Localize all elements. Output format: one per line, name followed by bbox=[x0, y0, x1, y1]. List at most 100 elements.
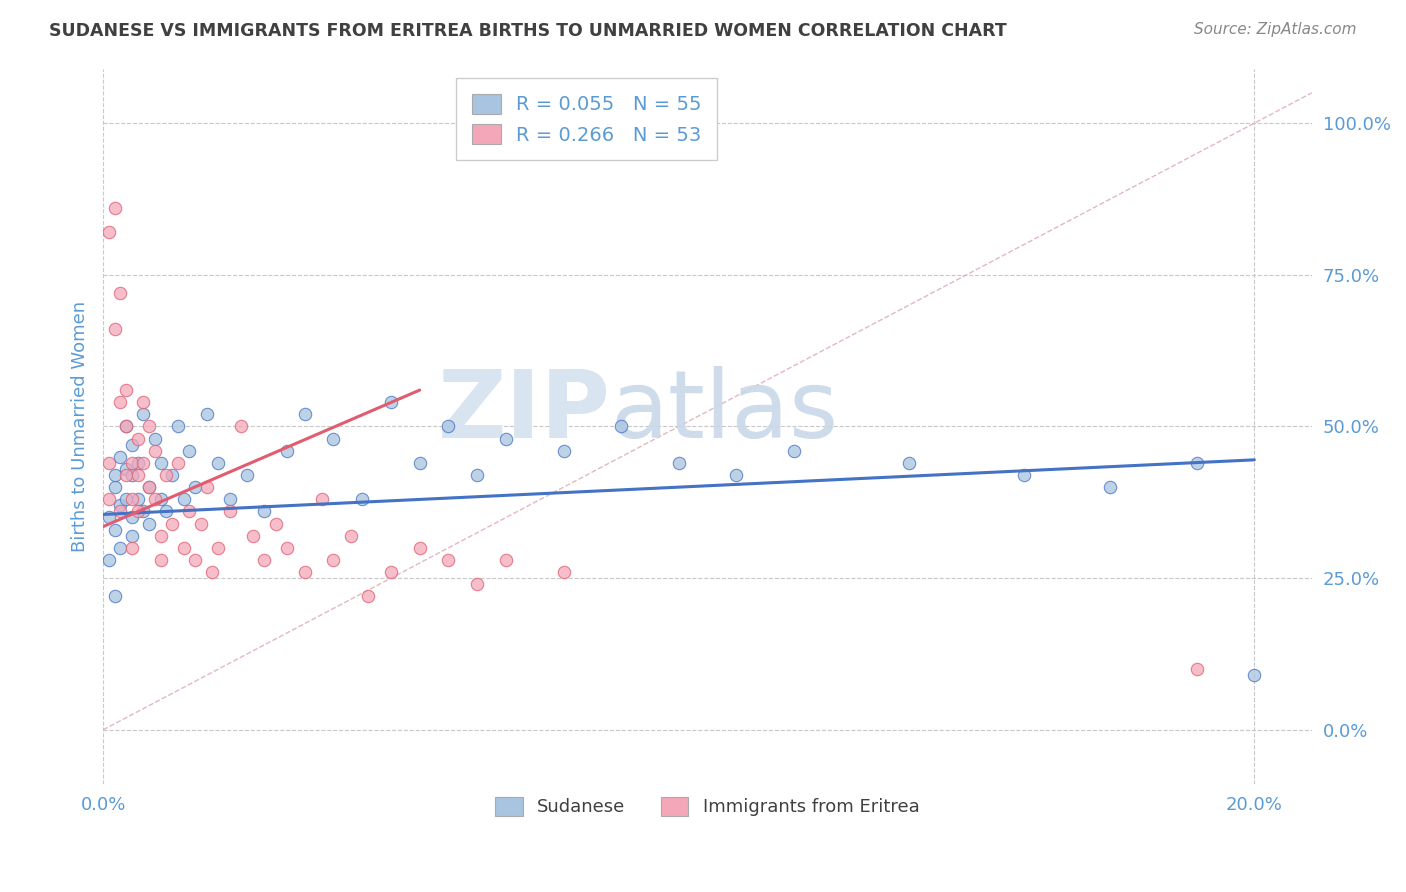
Point bbox=[121, 510, 143, 524]
Point bbox=[201, 565, 224, 579]
Point bbox=[127, 432, 149, 446]
Point bbox=[207, 456, 229, 470]
Point bbox=[127, 504, 149, 518]
Point bbox=[218, 504, 240, 518]
Text: atlas: atlas bbox=[610, 366, 839, 458]
Point bbox=[132, 456, 155, 470]
Point bbox=[264, 516, 287, 531]
Point bbox=[231, 419, 253, 434]
Point bbox=[167, 456, 190, 470]
Point bbox=[115, 462, 138, 476]
Point bbox=[276, 443, 298, 458]
Point bbox=[184, 480, 207, 494]
Point bbox=[143, 443, 166, 458]
Point bbox=[339, 529, 361, 543]
Point bbox=[97, 492, 120, 507]
Point bbox=[149, 529, 172, 543]
Point bbox=[115, 419, 138, 434]
Point bbox=[104, 480, 127, 494]
Point bbox=[437, 419, 460, 434]
Point bbox=[110, 395, 132, 409]
Point bbox=[97, 510, 120, 524]
Point bbox=[132, 504, 155, 518]
Point bbox=[127, 456, 149, 470]
Point bbox=[115, 419, 138, 434]
Point bbox=[184, 553, 207, 567]
Point bbox=[1185, 662, 1208, 676]
Point bbox=[311, 492, 333, 507]
Point bbox=[104, 322, 127, 336]
Point bbox=[352, 492, 374, 507]
Point bbox=[190, 516, 212, 531]
Point bbox=[110, 285, 132, 300]
Legend: Sudanese, Immigrants from Eritrea: Sudanese, Immigrants from Eritrea bbox=[486, 789, 928, 825]
Point bbox=[465, 468, 488, 483]
Point bbox=[167, 419, 190, 434]
Point bbox=[1099, 480, 1122, 494]
Point bbox=[160, 516, 183, 531]
Point bbox=[138, 419, 160, 434]
Point bbox=[143, 432, 166, 446]
Point bbox=[357, 590, 380, 604]
Point bbox=[236, 468, 259, 483]
Point bbox=[495, 432, 517, 446]
Text: Source: ZipAtlas.com: Source: ZipAtlas.com bbox=[1194, 22, 1357, 37]
Point bbox=[121, 456, 143, 470]
Point bbox=[1243, 668, 1265, 682]
Point bbox=[149, 456, 172, 470]
Point bbox=[294, 408, 316, 422]
Point bbox=[143, 492, 166, 507]
Point bbox=[149, 553, 172, 567]
Point bbox=[610, 419, 633, 434]
Point bbox=[121, 529, 143, 543]
Point bbox=[783, 443, 806, 458]
Point bbox=[253, 504, 276, 518]
Text: SUDANESE VS IMMIGRANTS FROM ERITREA BIRTHS TO UNMARRIED WOMEN CORRELATION CHART: SUDANESE VS IMMIGRANTS FROM ERITREA BIRT… bbox=[49, 22, 1007, 40]
Point bbox=[132, 395, 155, 409]
Point bbox=[179, 504, 201, 518]
Point bbox=[110, 499, 132, 513]
Point bbox=[110, 450, 132, 464]
Point bbox=[1012, 468, 1035, 483]
Point bbox=[115, 468, 138, 483]
Point bbox=[97, 456, 120, 470]
Point bbox=[121, 541, 143, 555]
Point bbox=[276, 541, 298, 555]
Point bbox=[465, 577, 488, 591]
Point bbox=[179, 443, 201, 458]
Point bbox=[138, 480, 160, 494]
Point bbox=[1185, 456, 1208, 470]
Point bbox=[121, 438, 143, 452]
Point bbox=[115, 383, 138, 397]
Point bbox=[409, 456, 432, 470]
Point bbox=[121, 468, 143, 483]
Point bbox=[121, 492, 143, 507]
Point bbox=[104, 523, 127, 537]
Point bbox=[173, 541, 195, 555]
Point bbox=[127, 468, 149, 483]
Point bbox=[149, 492, 172, 507]
Point bbox=[173, 492, 195, 507]
Point bbox=[495, 553, 517, 567]
Point bbox=[104, 468, 127, 483]
Point bbox=[104, 590, 127, 604]
Text: ZIP: ZIP bbox=[437, 366, 610, 458]
Point bbox=[897, 456, 920, 470]
Point bbox=[97, 225, 120, 239]
Point bbox=[104, 201, 127, 215]
Point bbox=[155, 504, 177, 518]
Point bbox=[380, 565, 402, 579]
Y-axis label: Births to Unmarried Women: Births to Unmarried Women bbox=[72, 301, 89, 552]
Point bbox=[97, 553, 120, 567]
Point bbox=[115, 492, 138, 507]
Point bbox=[195, 408, 218, 422]
Point bbox=[553, 443, 575, 458]
Point bbox=[110, 504, 132, 518]
Point bbox=[409, 541, 432, 555]
Point bbox=[553, 565, 575, 579]
Point bbox=[242, 529, 264, 543]
Point bbox=[127, 492, 149, 507]
Point bbox=[437, 553, 460, 567]
Point bbox=[380, 395, 402, 409]
Point bbox=[322, 553, 344, 567]
